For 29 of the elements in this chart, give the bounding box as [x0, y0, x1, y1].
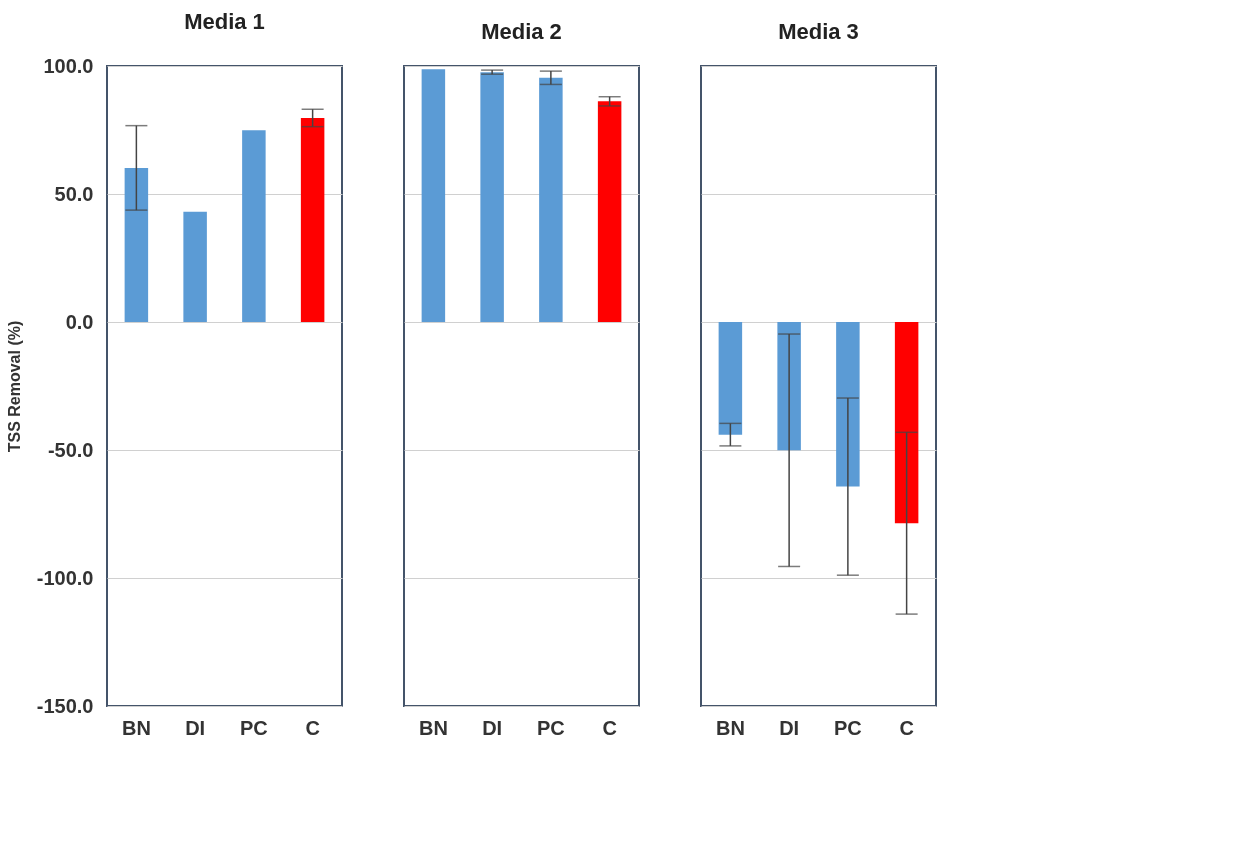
x-tick-label: PC — [833, 716, 862, 739]
bar — [242, 130, 266, 322]
bar — [300, 117, 325, 322]
chart-title: Media 2 — [481, 19, 562, 44]
x-tick-label: BN — [418, 716, 448, 739]
x-tick-label: PC — [239, 716, 268, 739]
x-tick-label: C — [305, 716, 320, 739]
x-tick-label: BN — [715, 716, 745, 739]
y-tick-label: -50.0 — [47, 438, 94, 461]
chart-title: Media 3 — [778, 19, 859, 44]
y-tick-label: -100.0 — [36, 566, 94, 589]
x-tick-label: PC — [536, 716, 565, 739]
bar — [183, 211, 207, 322]
x-tick-label: BN — [121, 716, 151, 739]
x-tick-label: DI — [185, 716, 206, 739]
y-tick-label: -150.0 — [36, 694, 94, 717]
bar — [124, 167, 149, 322]
chart-title: Media 1 — [184, 9, 265, 34]
bar — [421, 69, 446, 322]
bar — [597, 101, 622, 322]
x-tick-label: DI — [779, 716, 800, 739]
y-tick-label: 50.0 — [54, 182, 94, 205]
y-axis-title: TSS Removal (%) — [5, 320, 23, 453]
x-tick-label: C — [899, 716, 914, 739]
bar — [539, 77, 563, 322]
y-tick-label: 100.0 — [43, 54, 94, 77]
x-tick-label: C — [602, 716, 617, 739]
x-tick-label: DI — [482, 716, 503, 739]
y-tick-label: 0.0 — [65, 310, 94, 333]
